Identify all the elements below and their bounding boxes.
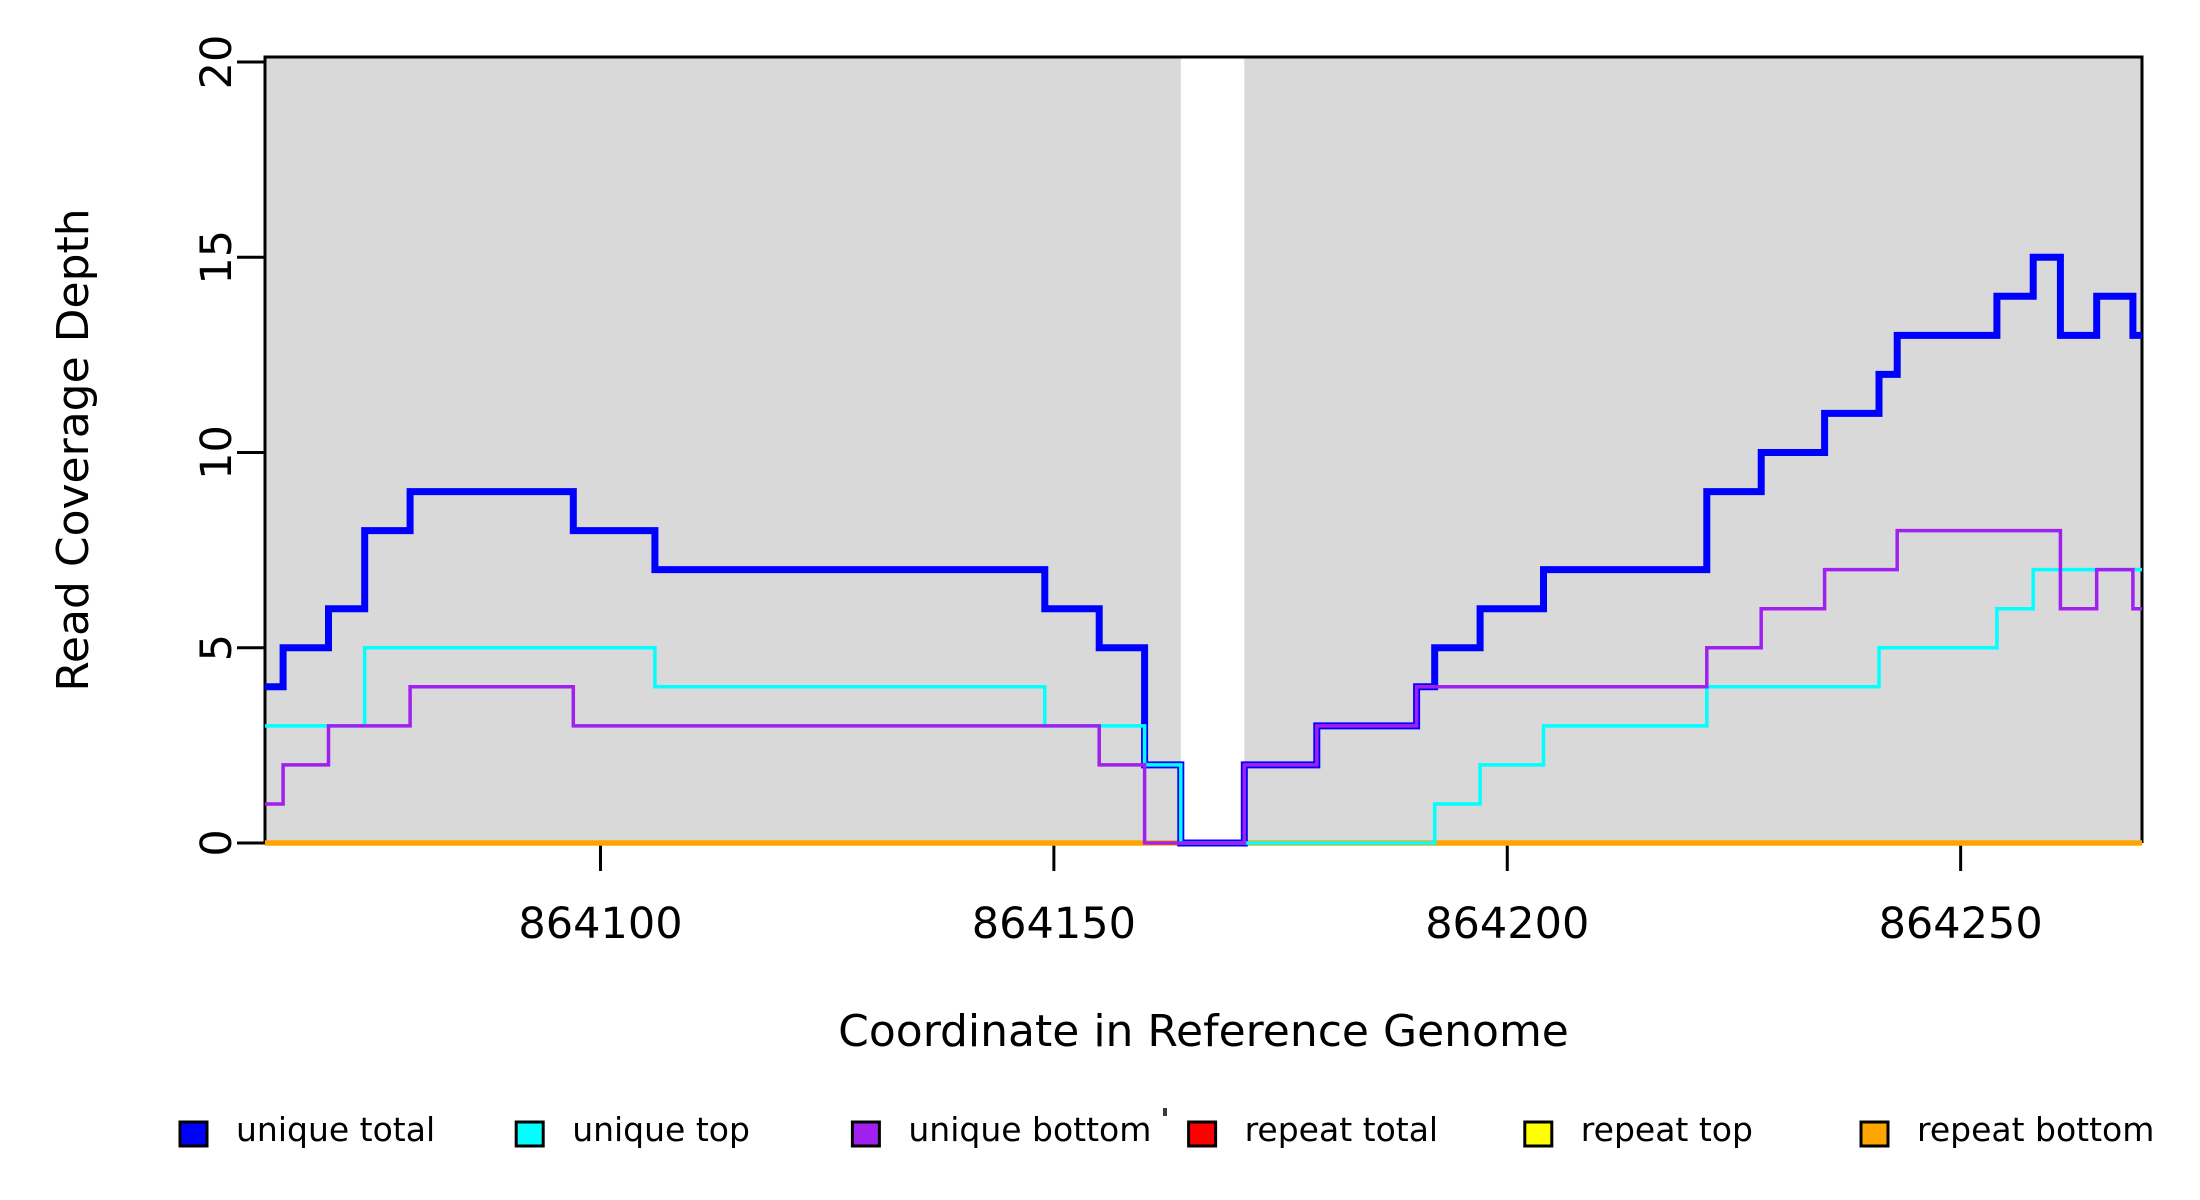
- y-tick-label: 20: [192, 35, 242, 90]
- legend-swatch-repeat-bottom: [1859, 1120, 1890, 1148]
- legend-label-unique-bottom: unique bottom: [908, 1110, 1151, 1149]
- plot-frame: [263, 55, 2144, 843]
- y-tick-label: 15: [192, 230, 242, 285]
- y-axis-title: Read Coverage Depth: [48, 208, 99, 691]
- legend-swatch-unique-total: [178, 1120, 209, 1148]
- shaded-region-1: [265, 57, 1181, 843]
- y-tick-label: 5: [192, 634, 242, 661]
- y-tick-label: 10: [192, 425, 242, 480]
- x-tick-label: 864200: [1425, 899, 1589, 949]
- y-tick-label: 0: [192, 829, 242, 856]
- legend-swatch-unique-top: [514, 1120, 545, 1148]
- series-line-unique-top: [265, 567, 2142, 845]
- legend-swatch-repeat-total: [1187, 1120, 1218, 1148]
- series-line-unique-bottom: [265, 528, 2142, 845]
- x-tick-label: 864100: [518, 899, 682, 949]
- legend-label-repeat-top: repeat top: [1581, 1110, 1753, 1149]
- stray-mark: [1163, 1108, 1167, 1116]
- x-tick-label: 864250: [1879, 899, 2043, 949]
- legend-label-repeat-bottom: repeat bottom: [1917, 1110, 2154, 1149]
- legend-swatch-unique-bottom: [850, 1120, 881, 1148]
- legend-label-unique-top: unique top: [572, 1110, 750, 1149]
- legend-label-unique-total: unique total: [236, 1110, 435, 1149]
- legend-label-repeat-total: repeat total: [1245, 1110, 1439, 1149]
- legend-swatch-repeat-top: [1523, 1120, 1554, 1148]
- x-axis-title: Coordinate in Reference Genome: [838, 1006, 1569, 1057]
- shaded-region-2: [1244, 57, 2142, 843]
- x-tick-label: 864150: [972, 899, 1136, 949]
